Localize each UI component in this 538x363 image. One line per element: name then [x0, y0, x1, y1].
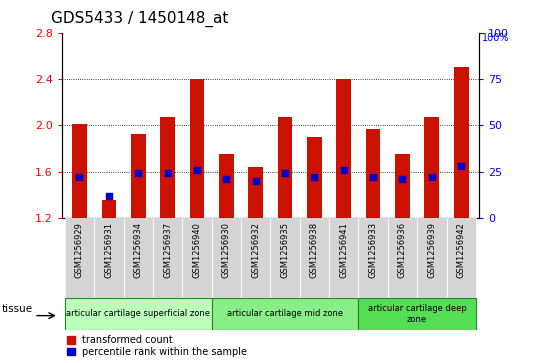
Point — [75, 174, 84, 180]
Text: GSM1256939: GSM1256939 — [427, 222, 436, 278]
Bar — [94, 218, 124, 298]
Text: GSM1256930: GSM1256930 — [222, 222, 231, 278]
Bar — [102, 200, 116, 218]
Bar — [211, 218, 241, 298]
Point — [104, 193, 113, 199]
Text: GSM1256931: GSM1256931 — [104, 222, 114, 278]
Bar — [72, 124, 87, 218]
Bar — [388, 218, 417, 298]
Bar — [447, 218, 476, 298]
Bar — [336, 79, 351, 218]
Point — [193, 167, 201, 172]
Bar — [395, 154, 410, 218]
Bar — [249, 167, 263, 218]
Bar — [329, 218, 358, 298]
Text: GDS5433 / 1450148_at: GDS5433 / 1450148_at — [51, 11, 229, 27]
Text: GSM1256937: GSM1256937 — [163, 222, 172, 278]
Bar — [424, 117, 439, 218]
Bar — [131, 134, 146, 218]
Text: articular cartilage deep
zone: articular cartilage deep zone — [368, 304, 466, 324]
Bar — [189, 79, 204, 218]
Bar — [358, 298, 476, 330]
Text: articular cartilage superficial zone: articular cartilage superficial zone — [66, 310, 210, 318]
Bar — [307, 137, 322, 218]
Point — [457, 163, 465, 169]
Bar — [417, 218, 447, 298]
Text: 100%: 100% — [482, 33, 509, 43]
Point — [222, 176, 231, 182]
Bar — [219, 154, 233, 218]
Text: GSM1256935: GSM1256935 — [280, 222, 289, 278]
Bar — [124, 218, 153, 298]
Text: GSM1256940: GSM1256940 — [193, 222, 201, 278]
Point — [163, 171, 172, 176]
Bar — [300, 218, 329, 298]
Bar — [241, 218, 271, 298]
Point — [428, 174, 436, 180]
Point — [369, 174, 378, 180]
Bar — [160, 117, 175, 218]
Text: GSM1256933: GSM1256933 — [369, 222, 378, 278]
Bar — [65, 298, 211, 330]
Text: GSM1256932: GSM1256932 — [251, 222, 260, 278]
Text: articular cartilage mid zone: articular cartilage mid zone — [227, 310, 343, 318]
Text: GSM1256934: GSM1256934 — [134, 222, 143, 278]
Point — [310, 174, 318, 180]
Text: GSM1256936: GSM1256936 — [398, 222, 407, 278]
Point — [281, 171, 289, 176]
Point — [398, 176, 407, 182]
Text: GSM1256938: GSM1256938 — [310, 222, 319, 278]
Point — [251, 178, 260, 184]
Point — [339, 167, 348, 172]
Bar — [211, 298, 358, 330]
Text: GSM1256942: GSM1256942 — [457, 222, 466, 278]
Bar — [65, 218, 94, 298]
Legend: transformed count, percentile rank within the sample: transformed count, percentile rank withi… — [67, 335, 247, 357]
Bar — [454, 68, 469, 218]
Text: GSM1256941: GSM1256941 — [339, 222, 348, 278]
Bar — [366, 129, 380, 218]
Bar — [358, 218, 388, 298]
Bar — [271, 218, 300, 298]
Bar — [278, 117, 292, 218]
Text: tissue: tissue — [1, 304, 32, 314]
Point — [134, 171, 143, 176]
Bar — [153, 218, 182, 298]
Bar — [182, 218, 211, 298]
Text: GSM1256929: GSM1256929 — [75, 222, 84, 278]
